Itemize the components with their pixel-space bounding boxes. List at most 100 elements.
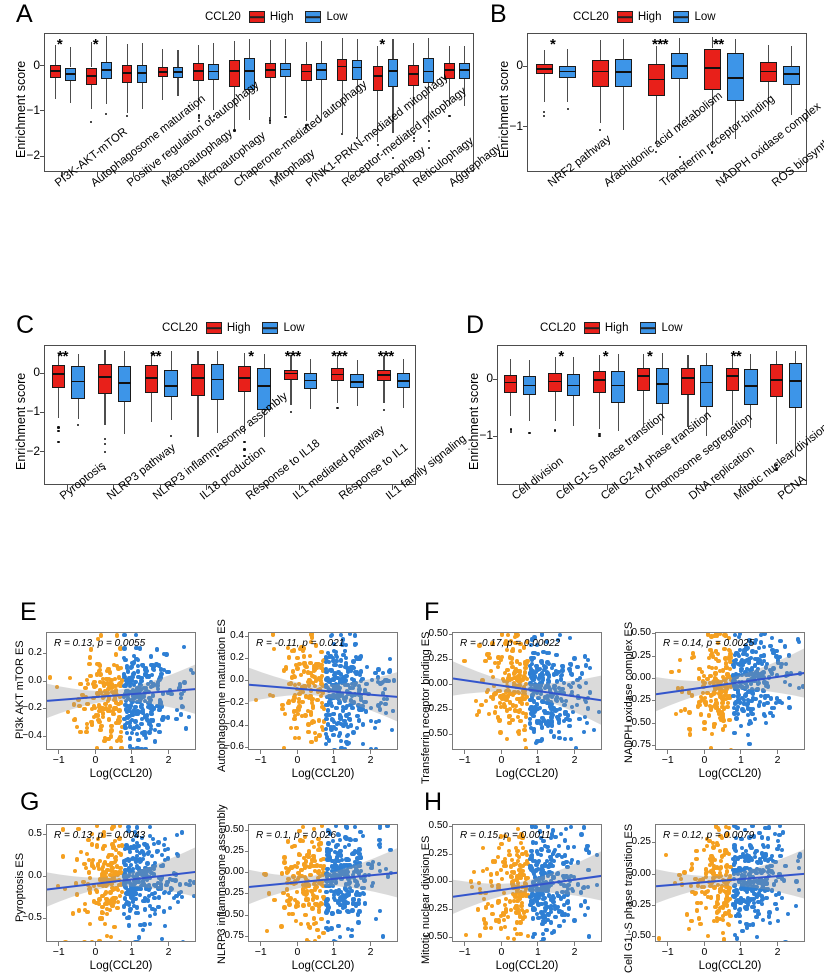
- boxplot-median: [265, 68, 276, 71]
- data-point: [532, 704, 537, 709]
- data-point: [714, 698, 719, 703]
- whisker-upper: [90, 41, 92, 68]
- data-point: [107, 695, 112, 700]
- data-point: [347, 703, 353, 708]
- data-point: [98, 727, 103, 733]
- x-tick-label: 1: [738, 946, 744, 958]
- data-point: [149, 703, 154, 709]
- x-axis-label-E-2: Log(CCL20): [291, 768, 355, 780]
- whisker-upper: [767, 45, 769, 63]
- data-point: [303, 694, 309, 699]
- whisker-lower: [791, 85, 793, 115]
- data-point: [143, 685, 149, 691]
- data-point: [123, 846, 128, 852]
- data-point: [146, 674, 152, 679]
- data-point: [126, 891, 131, 897]
- boxplot-high: [121, 64, 133, 83]
- whisker-upper: [687, 354, 689, 369]
- data-point: [716, 711, 722, 716]
- data-point: [75, 857, 80, 862]
- data-point: [320, 724, 325, 730]
- y-tick-label: 0.00: [224, 866, 244, 878]
- x-tick-mark: [574, 750, 576, 754]
- data-point: [561, 719, 567, 724]
- y-tick-mark: [244, 635, 248, 637]
- data-point: [320, 668, 326, 673]
- data-point: [97, 709, 102, 714]
- data-point: [348, 668, 353, 673]
- x-tick-mark: [667, 750, 669, 754]
- whisker-lower: [377, 90, 379, 142]
- legend-label-high: High: [226, 322, 251, 334]
- data-point: [325, 708, 330, 713]
- boxplot-median: [655, 383, 669, 386]
- boxplot-median: [647, 78, 665, 81]
- data-point: [357, 683, 362, 689]
- data-point: [736, 688, 741, 693]
- data-point: [530, 692, 535, 697]
- data-point: [531, 729, 537, 734]
- data-point: [386, 678, 391, 683]
- boxplot-median: [210, 378, 225, 381]
- whisker-lower: [567, 78, 569, 102]
- data-point: [158, 882, 164, 887]
- data-point: [539, 673, 544, 679]
- boxplot-median: [98, 376, 112, 378]
- data-point: [132, 881, 137, 886]
- data-point: [737, 673, 742, 678]
- data-point: [90, 722, 95, 727]
- data-point: [511, 681, 516, 686]
- data-point: [497, 689, 503, 694]
- data-point: [763, 683, 768, 688]
- data-point: [314, 665, 319, 671]
- data-point: [512, 675, 517, 681]
- data-point: [85, 852, 90, 857]
- data-point: [337, 903, 342, 908]
- data-point: [300, 648, 306, 654]
- data-point: [142, 732, 147, 737]
- data-point: [744, 667, 750, 672]
- data-point: [146, 866, 152, 871]
- data-point: [270, 633, 275, 637]
- data-point: [128, 680, 134, 685]
- data-point: [732, 679, 737, 684]
- y-tick-mark: [448, 633, 452, 635]
- whisker-lower: [150, 393, 153, 423]
- data-point: [142, 907, 147, 912]
- data-point: [126, 669, 131, 674]
- x-tick-mark: [500, 750, 502, 754]
- whisker-lower: [655, 96, 657, 144]
- data-point: [107, 907, 113, 913]
- data-point: [343, 661, 349, 666]
- data-point: [717, 691, 722, 696]
- data-point: [713, 656, 719, 662]
- whisker-lower: [528, 395, 531, 422]
- boxplot-median: [592, 379, 607, 382]
- data-point: [93, 683, 98, 689]
- data-point: [156, 722, 161, 728]
- data-point: [509, 656, 515, 661]
- data-point: [134, 833, 139, 838]
- data-point: [122, 858, 127, 863]
- legend-key-low: [673, 11, 690, 23]
- data-point: [307, 683, 312, 688]
- data-point: [551, 662, 556, 668]
- data-point: [148, 718, 153, 723]
- data-point: [747, 658, 752, 663]
- whisker-lower: [623, 86, 625, 131]
- data-point: [522, 737, 528, 743]
- data-point: [546, 675, 552, 680]
- data-point: [324, 694, 330, 700]
- data-point: [171, 871, 176, 876]
- data-point: [717, 695, 722, 700]
- y-tick-mark: [493, 435, 497, 438]
- whisker-upper: [643, 354, 645, 368]
- data-point: [537, 685, 543, 690]
- trend-band: [249, 667, 397, 722]
- data-point: [739, 696, 745, 701]
- data-point: [711, 654, 716, 659]
- boxplot-high: [548, 372, 562, 392]
- data-point: [335, 682, 340, 687]
- data-point: [318, 694, 324, 699]
- data-point: [731, 664, 737, 670]
